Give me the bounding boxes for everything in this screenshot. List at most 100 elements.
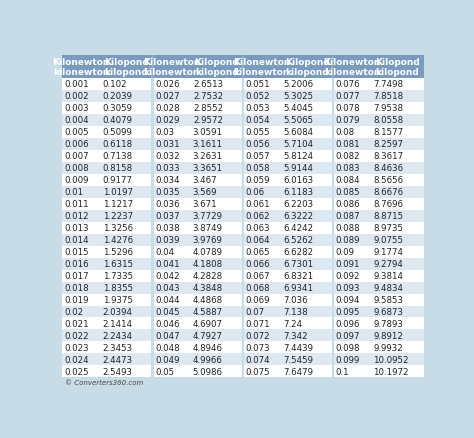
Bar [243, 282, 281, 294]
Text: 0.049: 0.049 [155, 355, 180, 364]
Bar [243, 258, 281, 270]
Bar [63, 306, 100, 318]
Bar [371, 353, 423, 366]
Text: 0.077: 0.077 [336, 92, 360, 101]
Text: 0.008: 0.008 [64, 164, 89, 173]
Bar [333, 366, 371, 378]
Text: 4.1808: 4.1808 [193, 259, 223, 268]
Bar [243, 138, 281, 150]
Bar [191, 222, 243, 234]
Bar [152, 330, 154, 342]
Text: 6.8321: 6.8321 [283, 272, 313, 280]
Bar [100, 174, 153, 186]
Bar [100, 102, 153, 115]
Bar [242, 102, 244, 115]
Text: 2.0394: 2.0394 [102, 307, 133, 316]
Bar [63, 186, 100, 198]
Bar [371, 79, 423, 91]
Bar [332, 127, 334, 138]
Bar [242, 162, 244, 174]
Text: 0.04: 0.04 [155, 247, 174, 257]
Bar [152, 306, 154, 318]
Bar [333, 198, 371, 210]
Bar [153, 234, 191, 246]
Text: 0.022: 0.022 [64, 331, 89, 340]
Bar [152, 234, 154, 246]
Text: 0.088: 0.088 [336, 224, 360, 233]
Bar [332, 222, 334, 234]
Text: 7.8518: 7.8518 [374, 92, 403, 101]
Bar [191, 342, 243, 353]
Bar [153, 115, 191, 127]
Bar [100, 366, 153, 378]
Text: 3.9769: 3.9769 [193, 236, 223, 244]
Text: Kilopond
kilopond: Kilopond kilopond [104, 57, 149, 77]
Text: 0.043: 0.043 [155, 283, 180, 292]
Text: 0.075: 0.075 [245, 367, 270, 376]
Text: 4.5887: 4.5887 [193, 307, 223, 316]
Bar [153, 330, 191, 342]
Bar [332, 306, 334, 318]
Bar [332, 234, 334, 246]
Text: 0.006: 0.006 [64, 140, 89, 149]
Bar [100, 294, 153, 306]
Bar [371, 186, 423, 198]
Bar [242, 210, 244, 222]
Bar [153, 342, 191, 353]
Text: 9.9932: 9.9932 [374, 343, 403, 352]
Bar [63, 127, 100, 138]
Text: 8.6676: 8.6676 [374, 188, 403, 197]
Text: 0.061: 0.061 [245, 200, 270, 208]
Text: 0.036: 0.036 [155, 200, 180, 208]
Bar [152, 127, 154, 138]
Text: 0.021: 0.021 [64, 319, 89, 328]
Text: Kilonewton
kilonewton: Kilonewton kilonewton [143, 57, 201, 77]
Text: 2.2434: 2.2434 [102, 331, 133, 340]
Text: 0.09: 0.09 [336, 247, 355, 257]
Text: 9.6873: 9.6873 [374, 307, 403, 316]
Text: © Converters360.com: © Converters360.com [64, 379, 143, 385]
Bar [191, 330, 243, 342]
Bar [100, 318, 153, 330]
Text: 4.4868: 4.4868 [193, 295, 223, 304]
Text: 8.9735: 8.9735 [374, 224, 403, 233]
Bar [371, 56, 423, 79]
Text: 0.066: 0.066 [245, 259, 270, 268]
Text: 0.071: 0.071 [245, 319, 270, 328]
Text: 6.1183: 6.1183 [283, 188, 313, 197]
Text: 0.046: 0.046 [155, 319, 180, 328]
Bar [371, 330, 423, 342]
Bar [100, 162, 153, 174]
Text: 9.0755: 9.0755 [374, 236, 403, 244]
Text: 0.059: 0.059 [245, 176, 270, 185]
Bar [371, 174, 423, 186]
Text: 4.3848: 4.3848 [193, 283, 223, 292]
Bar [191, 353, 243, 366]
Bar [100, 79, 153, 91]
Bar [371, 366, 423, 378]
Bar [332, 150, 334, 162]
Text: 0.005: 0.005 [64, 128, 89, 137]
Text: 3.3651: 3.3651 [193, 164, 223, 173]
Bar [281, 342, 333, 353]
Text: 3.8749: 3.8749 [193, 224, 223, 233]
Bar [242, 353, 244, 366]
Bar [63, 210, 100, 222]
Bar [153, 353, 191, 366]
Text: 0.094: 0.094 [336, 295, 360, 304]
Bar [332, 186, 334, 198]
Text: 0.076: 0.076 [336, 80, 360, 89]
Bar [243, 318, 281, 330]
Text: 0.014: 0.014 [64, 236, 89, 244]
Bar [152, 79, 154, 91]
Text: 8.2597: 8.2597 [374, 140, 403, 149]
Bar [371, 91, 423, 102]
Bar [100, 246, 153, 258]
Bar [63, 270, 100, 282]
Text: 0.039: 0.039 [155, 236, 180, 244]
Bar [242, 115, 244, 127]
Bar [243, 115, 281, 127]
Text: 1.2237: 1.2237 [102, 212, 133, 221]
Text: 7.6479: 7.6479 [283, 367, 313, 376]
Bar [152, 318, 154, 330]
